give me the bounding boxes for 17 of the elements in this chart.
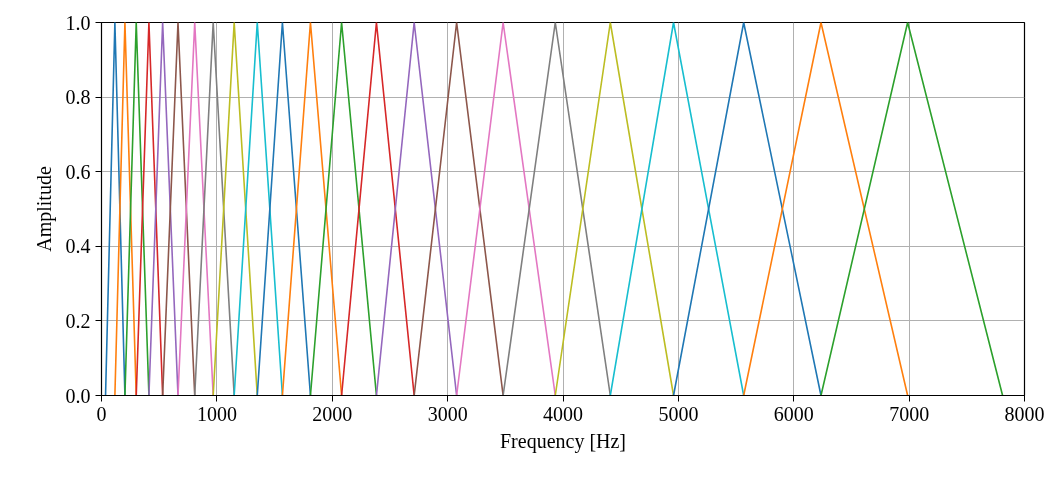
x-tick-label: 2000 xyxy=(312,402,353,425)
y-tick-label: 0.4 xyxy=(65,235,91,258)
x-tick-label: 3000 xyxy=(427,402,468,425)
x-tick-label: 1000 xyxy=(196,402,237,425)
y-tick-label: 1.0 xyxy=(65,11,91,34)
x-tick-label: 4000 xyxy=(543,402,583,425)
x-tick-label: 8000 xyxy=(1004,402,1045,425)
x-tick-label: 6000 xyxy=(773,402,814,425)
y-tick-label: 0.2 xyxy=(65,309,91,332)
x-tick-label: 5000 xyxy=(658,402,699,425)
x-tick-label: 0 xyxy=(96,402,107,425)
y-tick-label: 0.6 xyxy=(65,160,91,183)
y-tick-label: 0.0 xyxy=(65,384,91,407)
y-axis-title: Amplitude xyxy=(32,166,56,252)
x-axis-title: Frequency [Hz] xyxy=(499,429,627,453)
x-tick-label: 7000 xyxy=(889,402,930,425)
y-tick-label: 0.8 xyxy=(65,86,91,109)
